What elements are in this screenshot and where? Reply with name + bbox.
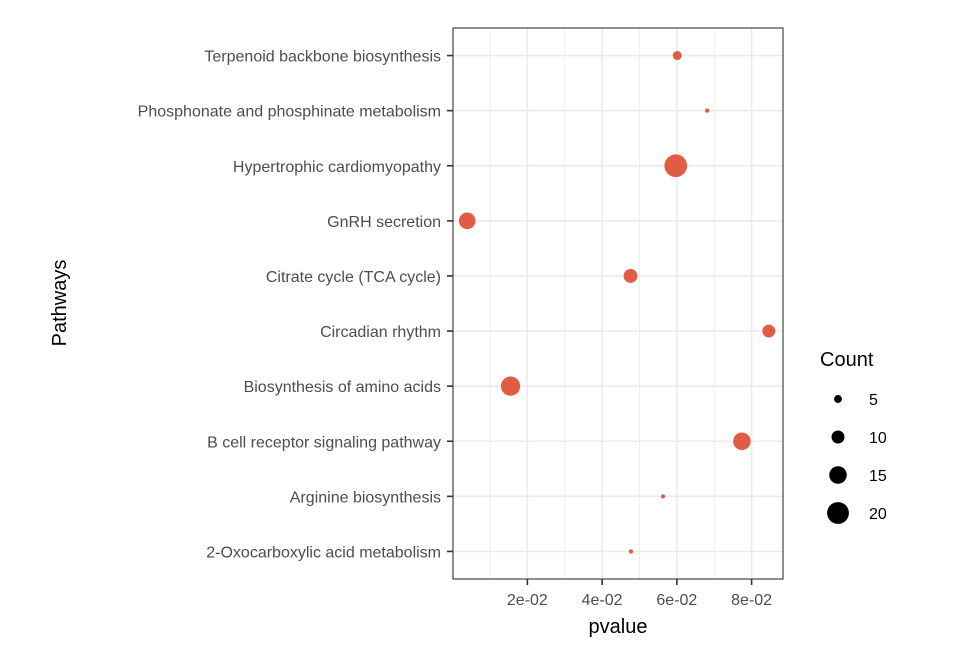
plot-panel-border xyxy=(452,27,784,580)
y-tick-label: Phosphonate and phosphinate metabolism xyxy=(138,104,441,121)
legend-entries: 5 10 15 20 xyxy=(827,392,887,524)
x-axis-title: pvalue xyxy=(589,616,648,638)
legend-swatch xyxy=(829,466,847,484)
legend-label: 20 xyxy=(869,506,887,523)
data-point xyxy=(664,154,688,178)
legend-swatch xyxy=(827,502,849,524)
y-tick-label: GnRH secretion xyxy=(327,214,441,231)
legend-swatch xyxy=(831,430,845,444)
y-tick-label: Hypertrophic cardiomyopathy xyxy=(233,159,441,176)
x-tick-label: 4e-02 xyxy=(582,592,623,609)
y-tick-label: Circadian rhythm xyxy=(320,324,441,341)
legend-title: Count xyxy=(820,349,874,371)
y-tick-label: Arginine biosynthesis xyxy=(290,489,441,506)
x-tick-label: 6e-02 xyxy=(656,592,697,609)
data-point xyxy=(458,212,476,230)
x-tick-label: 8e-02 xyxy=(731,592,772,609)
data-point xyxy=(733,432,751,451)
y-tick-label: Biosynthesis of amino acids xyxy=(244,379,441,396)
data-point xyxy=(628,549,634,554)
data-point xyxy=(500,376,521,396)
grid-layer xyxy=(453,28,783,579)
y-tick-label: B cell receptor signaling pathway xyxy=(207,434,441,451)
y-axis-title: Pathways xyxy=(49,260,71,347)
legend-label: 5 xyxy=(869,392,878,409)
data-point xyxy=(672,51,682,61)
axis-ticks-layer: 2e-02 4e-02 6e-02 8e-02 2-Oxocarboxylic acid… xyxy=(138,49,772,609)
legend-label: 10 xyxy=(869,430,887,447)
legend: Count 5 10 15 20 xyxy=(820,349,887,524)
data-point xyxy=(623,269,638,283)
data-point xyxy=(660,494,666,499)
legend-swatch xyxy=(834,395,842,403)
data-point xyxy=(762,324,776,338)
y-tick-label: 2-Oxocarboxylic acid metabolism xyxy=(206,544,441,561)
y-tick-label: Citrate cycle (TCA cycle) xyxy=(266,269,441,286)
legend-label: 15 xyxy=(869,468,887,485)
y-tick-label: Terpenoid backbone biosynthesis xyxy=(204,49,441,66)
data-points-layer xyxy=(458,51,776,554)
x-tick-label: 2e-02 xyxy=(507,592,548,609)
data-point xyxy=(704,108,710,113)
